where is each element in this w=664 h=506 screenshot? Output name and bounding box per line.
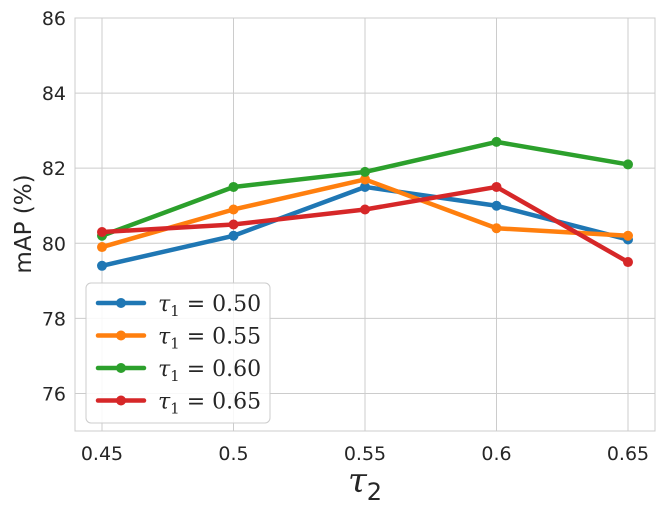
legend-label: τ1 = 0.60 [158,357,261,385]
x-tick-labels: 0.45 0.5 0.55 0.6 0.65 [81,443,649,465]
x-tick-label: 0.5 [218,443,248,465]
data-point [228,219,239,230]
data-point [228,230,239,241]
legend-swatch-marker [116,395,126,406]
data-point [97,260,107,271]
x-axis-label-symbol: τ [348,461,368,501]
y-tick-label: 78 [42,308,66,330]
legend-swatch-marker [116,330,126,341]
data-point [228,204,239,215]
legend-box [85,282,271,424]
legend-label: τ1 = 0.50 [158,292,261,320]
data-point [623,159,633,170]
legend-label: τ1 = 0.55 [158,325,261,353]
y-tick-label: 82 [42,158,66,180]
y-tick-label: 76 [42,383,66,405]
x-axis-label: τ2 [348,461,382,506]
legend-label: τ1 = 0.65 [158,390,261,418]
x-tick-label: 0.6 [481,443,511,465]
legend: τ1 = 0.50 τ1 = 0.55 τ1 = 0.60 τ1 = 0.65 [85,282,271,424]
x-tick-label: 0.65 [607,443,649,465]
legend-swatch-marker [116,298,126,308]
y-tick-labels: 76 78 80 82 84 86 [42,8,66,405]
data-point [623,230,633,241]
y-tick-label: 84 [42,83,66,105]
data-point [97,227,107,238]
y-tick-label: 80 [42,233,66,255]
data-point [491,200,502,211]
data-point [360,174,370,185]
data-point [491,223,502,234]
data-point [360,181,370,192]
x-axis-label-subscript: 2 [367,478,382,506]
y-tick-label: 86 [42,8,66,30]
data-point [228,181,239,192]
plot-frame [74,17,656,432]
series-lines [97,136,633,271]
legend-swatch-marker [116,363,126,373]
data-point [623,257,633,268]
x-tick-label: 0.45 [81,443,123,465]
data-point [491,181,502,192]
data-point [360,204,370,215]
data-point [360,166,370,177]
data-point [97,242,107,253]
y-axis-label: mAP (%) [11,174,37,273]
data-point [491,136,502,147]
x-tick-label: 0.55 [344,443,386,465]
